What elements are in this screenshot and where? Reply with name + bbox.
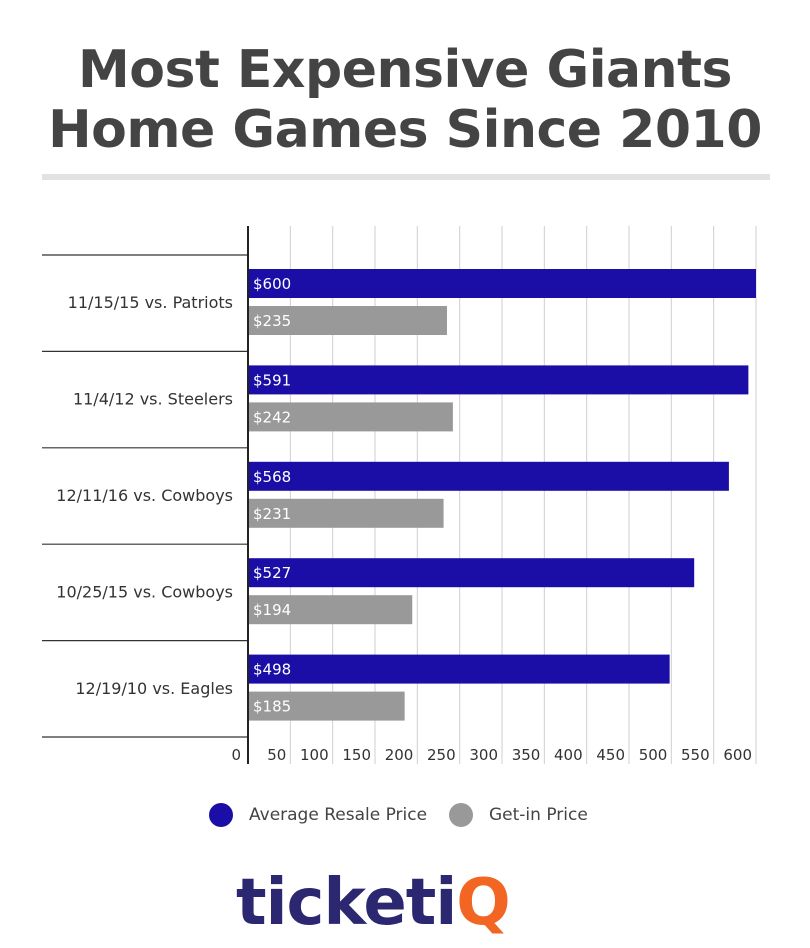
x-tick-label-250: 250 bbox=[427, 746, 456, 764]
bar-getin bbox=[249, 498, 444, 528]
bar-getin bbox=[249, 691, 405, 721]
x-tick-label-350: 350 bbox=[512, 746, 541, 764]
x-tick-label-0: 0 bbox=[231, 746, 241, 764]
bar-getin-label: $185 bbox=[253, 698, 291, 716]
x-tick-label-550: 550 bbox=[681, 746, 710, 764]
bar-getin-label: $235 bbox=[253, 312, 291, 330]
x-tick-label-600: 600 bbox=[723, 746, 752, 764]
bars bbox=[249, 269, 756, 721]
category-label: 10/25/15 vs. Cowboys bbox=[56, 582, 233, 601]
bar-getin bbox=[249, 306, 447, 335]
bar-getin-label: $194 bbox=[253, 601, 291, 619]
bar-getin bbox=[249, 402, 453, 432]
bar-chart: 0 50 100 150 200 250 300 350 400 450 500 550 600 11/1… bbox=[42, 226, 757, 764]
logo-text: ticketiQ bbox=[236, 866, 510, 940]
bar-getin-label: $231 bbox=[253, 505, 291, 523]
bar-resale bbox=[249, 365, 749, 395]
category-label: 11/15/15 vs. Patriots bbox=[68, 293, 233, 312]
bar-resale bbox=[249, 461, 729, 491]
bar-getin-label: $242 bbox=[253, 408, 291, 426]
x-tick-label-450: 450 bbox=[596, 746, 625, 764]
x-tick-label-400: 400 bbox=[554, 746, 583, 764]
category-separators bbox=[42, 254, 248, 738]
x-tick-label-150: 150 bbox=[342, 746, 371, 764]
bar-getin bbox=[249, 595, 413, 625]
legend-dot-resale bbox=[209, 803, 233, 827]
bar-resale bbox=[249, 269, 756, 298]
legend-item-getin: Get-in Price bbox=[449, 803, 588, 827]
labels: 0 50 100 150 200 250 300 350 400 450 500 550 600 11/1… bbox=[56, 275, 752, 764]
bar-resale-label: $498 bbox=[253, 661, 291, 679]
bar-resale bbox=[249, 654, 670, 684]
bar-resale bbox=[249, 558, 695, 588]
category-label: 12/19/10 vs. Eagles bbox=[75, 679, 233, 698]
bar-resale-label: $600 bbox=[253, 275, 291, 293]
legend: Average Resale Price Get-in Price bbox=[0, 803, 810, 831]
category-label: 11/4/12 vs. Steelers bbox=[73, 390, 233, 409]
bar-resale-label: $591 bbox=[253, 371, 291, 389]
x-tick-label-500: 500 bbox=[639, 746, 668, 764]
legend-label-resale: Average Resale Price bbox=[249, 805, 428, 825]
bar-resale-label: $568 bbox=[253, 468, 291, 486]
legend-item-resale: Average Resale Price bbox=[209, 803, 427, 827]
title-divider bbox=[42, 174, 770, 180]
x-tick-label-300: 300 bbox=[469, 746, 498, 764]
chart-title: Most Expensive Giants Home Games Since 20… bbox=[48, 40, 762, 160]
x-tick-label-50: 50 bbox=[267, 746, 286, 764]
legend-label-getin: Get-in Price bbox=[489, 805, 588, 825]
x-tick-label-100: 100 bbox=[300, 746, 329, 764]
legend-dot-getin bbox=[449, 803, 473, 827]
x-tick-label-200: 200 bbox=[385, 746, 414, 764]
category-label: 12/11/16 vs. Cowboys bbox=[56, 486, 233, 505]
bar-resale-label: $527 bbox=[253, 564, 291, 582]
